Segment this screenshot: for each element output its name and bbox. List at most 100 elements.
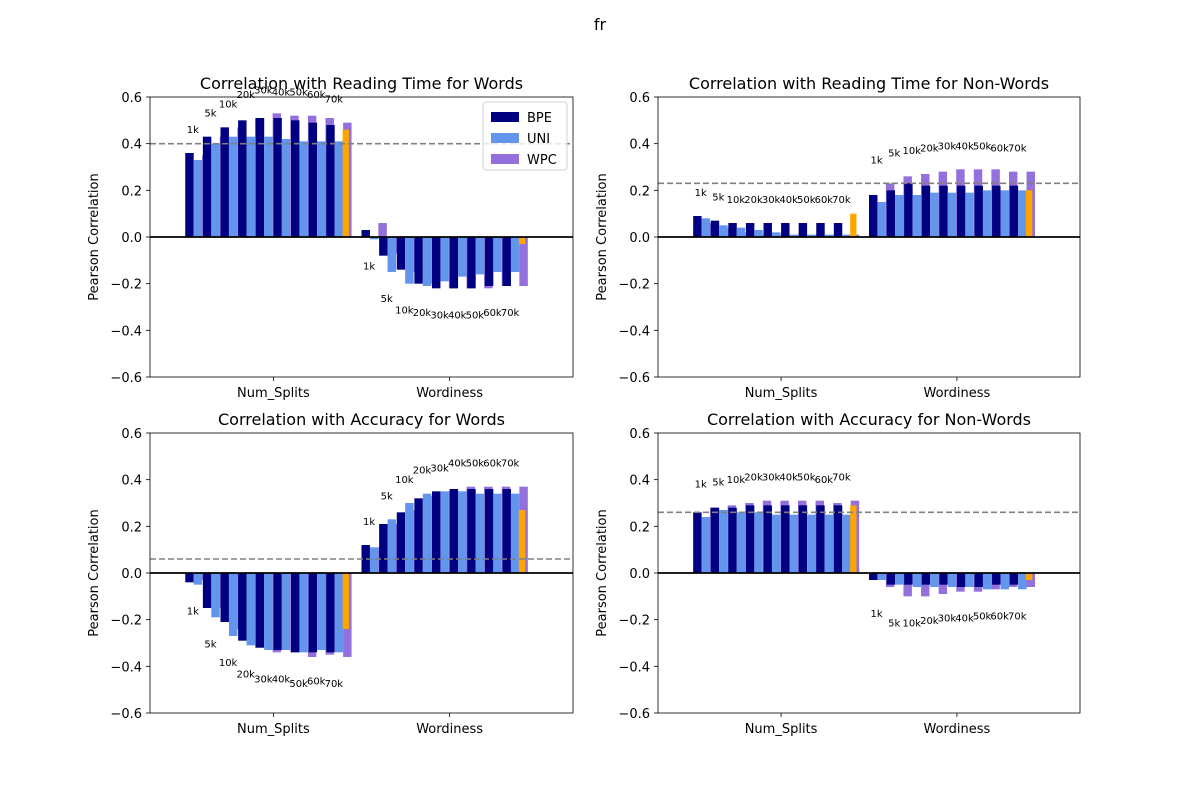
chart-panels: Correlation with Reading Time for Words −… [87, 74, 1081, 737]
bar-bpe-num_splits-50k [291, 573, 300, 653]
vocab-size-label: 1k [695, 480, 707, 491]
vocab-size-label: 50k [466, 459, 485, 470]
y-tick-label: −0.2 [618, 278, 650, 293]
y-tick-label: 0.4 [121, 138, 142, 153]
bar-bpe-num_splits-1k [185, 573, 194, 583]
bar-bpe-num_splits-20k [745, 505, 755, 573]
bar-uni-num_splits-60k [824, 234, 834, 237]
bar-bpe-wordiness-60k [484, 237, 494, 286]
bar-uni-wordiness-30k [947, 573, 957, 587]
chart-title: Correlation with Accuracy for Words [218, 410, 505, 429]
bar-uni-wordiness-10k [912, 573, 922, 587]
y-axis-label: Pearson Correlation [87, 173, 102, 300]
vocab-size-label: 60k [307, 677, 326, 688]
bar-uni-wordiness-1k [369, 237, 379, 240]
bar-uni-num_splits-30k [771, 232, 781, 237]
bar-baseline-num_splits [850, 213, 857, 237]
vocab-size-label: 60k [990, 611, 1009, 622]
bar-bpe-wordiness-1k [361, 545, 370, 573]
vocab-size-label: 70k [1008, 611, 1027, 622]
vocab-size-label: 30k [762, 195, 781, 206]
y-tick-label: −0.2 [618, 614, 650, 629]
bar-uni-num_splits-1k [701, 218, 711, 237]
bar-uni-num_splits-40k [789, 514, 798, 573]
vocab-size-label: 30k [762, 473, 781, 484]
bar-uni-wordiness-10k [405, 237, 414, 284]
y-axis-label: Pearson Correlation [87, 509, 102, 636]
vocab-size-label: 40k [272, 674, 291, 685]
bar-bpe-wordiness-30k [432, 491, 441, 573]
vocab-size-label: 5k [204, 109, 216, 120]
bar-uni-num_splits-5k [719, 510, 728, 573]
y-axis-label: Pearson Correlation [595, 173, 610, 300]
bar-uni-wordiness-60k [1000, 573, 1009, 590]
bar-uni-wordiness-40k [458, 491, 467, 573]
bar-uni-wordiness-60k [493, 493, 502, 573]
y-tick-label: −0.4 [618, 324, 650, 339]
bar-uni-wordiness-70k [510, 493, 520, 573]
y-tick-label: −0.4 [110, 324, 142, 339]
vocab-size-label: 40k [955, 141, 974, 152]
bar-bpe-wordiness-10k [396, 512, 406, 573]
x-tick-label: Num_Splits [745, 386, 818, 401]
y-tick-label: 0.4 [629, 474, 650, 489]
vocab-size-label: 70k [325, 679, 344, 690]
bar-uni-wordiness-20k [930, 192, 939, 237]
x-tick-label: Wordiness [416, 386, 483, 401]
chart-panel-2: Correlation with Reading Time for Non-Wo… [595, 74, 1081, 401]
bar-bpe-wordiness-60k [992, 573, 1001, 585]
vocab-size-label: 40k [955, 614, 974, 625]
legend-swatch-wpc [491, 154, 519, 164]
bar-bpe-wordiness-5k [886, 573, 896, 585]
bar-uni-wordiness-20k [422, 493, 432, 573]
bar-bpe-wordiness-10k [396, 237, 406, 270]
vocab-size-label: 10k [395, 475, 414, 486]
chart-title: Correlation with Reading Time for Words [200, 74, 523, 93]
bar-uni-num_splits-10k [228, 136, 238, 237]
y-tick-label: 0.0 [629, 567, 650, 582]
bar-uni-num_splits-40k [281, 573, 291, 650]
vocab-size-label: 20k [413, 466, 432, 477]
legend-label-uni: UNI [527, 132, 550, 147]
bar-bpe-num_splits-40k [781, 223, 790, 237]
vocab-size-label: 50k [289, 88, 308, 99]
vocab-size-label: 60k [307, 90, 326, 101]
bar-uni-wordiness-30k [440, 237, 449, 282]
vocab-size-label: 30k [254, 85, 273, 96]
bar-uni-wordiness-10k [912, 195, 922, 237]
bar-bpe-num_splits-1k [693, 512, 702, 573]
bar-bpe-num_splits-40k [781, 505, 790, 573]
bar-bpe-num_splits-1k [185, 153, 194, 237]
vocab-size-label: 20k [744, 195, 763, 206]
bar-bpe-wordiness-70k [502, 237, 511, 286]
bar-bpe-wordiness-1k [869, 573, 878, 580]
bar-bpe-wordiness-40k [956, 185, 966, 237]
vocab-size-label: 1k [871, 609, 883, 620]
bar-bpe-num_splits-10k [220, 573, 229, 622]
vocab-size-label: 40k [779, 473, 798, 484]
bar-bpe-wordiness-70k [1009, 573, 1019, 585]
bar-baseline-num_splits [342, 129, 349, 237]
vocab-size-label: 5k [381, 294, 393, 305]
bar-uni-wordiness-60k [1000, 190, 1009, 237]
axes-frame [657, 432, 1081, 714]
bar-uni-num_splits-30k [264, 573, 273, 650]
bar-bpe-wordiness-20k [921, 185, 931, 237]
bar-bpe-wordiness-60k [484, 489, 494, 573]
vocab-size-label: 70k [832, 473, 851, 484]
x-tick-label: Wordiness [924, 386, 991, 401]
bar-uni-wordiness-50k [982, 190, 992, 237]
bar-bpe-num_splits-10k [220, 127, 229, 237]
vocab-size-label: 50k [797, 473, 816, 484]
bar-bpe-wordiness-1k [361, 230, 370, 237]
bar-bpe-wordiness-60k [992, 185, 1001, 237]
vocab-size-label: 1k [363, 517, 375, 528]
y-tick-label: −0.6 [618, 707, 650, 722]
bar-uni-num_splits-5k [211, 143, 220, 237]
bar-uni-num_splits-40k [281, 139, 291, 237]
bar-uni-wordiness-60k [493, 237, 502, 272]
vocab-size-label: 5k [888, 148, 900, 159]
y-tick-label: −0.6 [110, 707, 142, 722]
y-tick-label: −0.2 [110, 278, 142, 293]
bar-bpe-wordiness-40k [449, 489, 459, 573]
